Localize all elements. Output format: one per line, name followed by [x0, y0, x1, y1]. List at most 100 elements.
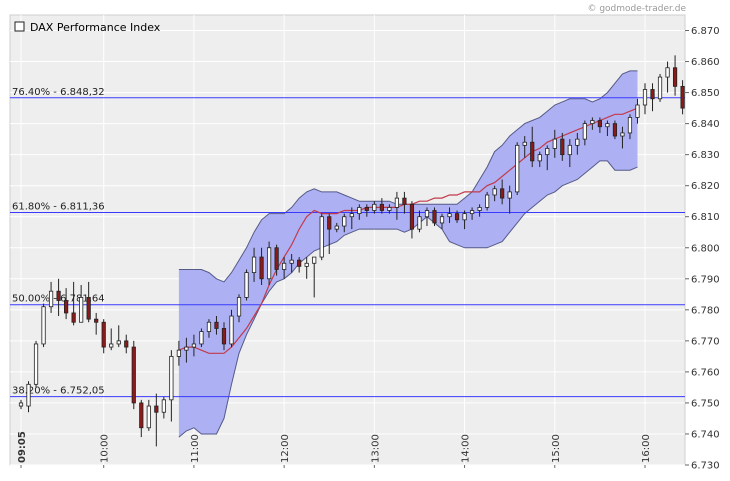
candle [334, 222, 339, 233]
candle-body-up [665, 67, 670, 78]
candle [161, 396, 166, 419]
candle [454, 210, 460, 223]
candle [206, 319, 212, 338]
candle-body-up [394, 197, 400, 208]
candle [665, 61, 670, 93]
candle-body-down [101, 321, 106, 348]
candle [672, 55, 678, 96]
candle-body-up [251, 256, 257, 273]
candle-body-down [409, 203, 415, 230]
candle-body-up [48, 290, 54, 308]
candle [620, 126, 625, 149]
candle-body-up [146, 405, 151, 429]
chart-title: DAX Performance Index [30, 21, 161, 34]
candle [402, 191, 407, 214]
candle [124, 334, 129, 354]
y-tick-label: 6.860 [691, 57, 720, 68]
candle-body-up [244, 272, 249, 298]
candle [575, 132, 580, 155]
candle [184, 337, 189, 363]
candle-body-down [530, 141, 535, 162]
candle [545, 145, 550, 171]
candle-body-up [635, 104, 640, 118]
candle [605, 120, 610, 137]
y-tick-label: 6.820 [691, 181, 720, 192]
candle [379, 198, 384, 214]
candle [597, 117, 602, 133]
candle [642, 83, 648, 115]
candle-body-up [334, 225, 339, 230]
candle-body-down [221, 328, 227, 345]
candle [64, 288, 69, 320]
y-tick-label: 6.770 [691, 336, 720, 347]
y-axis-ticks: 6.730 6.740 6.750 6.760 6.770 6.780 6.790 6.800… [685, 26, 720, 472]
candle [424, 207, 430, 227]
candle-body-up [575, 138, 580, 146]
candle [530, 126, 535, 168]
candle [86, 281, 91, 323]
candle-body-up [477, 207, 482, 211]
candle-body-up [439, 216, 445, 224]
candle [244, 269, 249, 301]
candle [500, 179, 505, 205]
candle-body-up [26, 383, 31, 407]
fib-label: 76.40% - 6.848,32 [12, 87, 105, 98]
candle-body-up [590, 120, 595, 125]
candle-body-up [417, 216, 422, 230]
x-tick-label: 11:00 [190, 434, 201, 463]
candle-body-up [199, 331, 204, 345]
candle-body-down [86, 297, 91, 320]
candle-body-up [33, 343, 39, 385]
candle [417, 210, 422, 233]
candle [169, 350, 174, 422]
candlestick-series [18, 55, 685, 447]
candle [214, 316, 219, 335]
candle [372, 201, 377, 214]
fib-label: 61.80% - 6.811,36 [12, 202, 105, 213]
candle-body-up [515, 144, 520, 193]
candle-body-up [657, 76, 663, 100]
candle [612, 120, 618, 140]
candle-body-down [364, 207, 369, 211]
candle [282, 257, 287, 279]
y-tick-label: 6.760 [691, 367, 720, 378]
candle [26, 381, 31, 413]
candle-body-down [560, 138, 565, 156]
candle [439, 213, 445, 230]
candle [432, 207, 437, 227]
candle-body-up [485, 194, 490, 208]
fib-label: 38.20% - 6.752,05 [12, 386, 105, 397]
candle [79, 285, 84, 323]
candle-body-up [312, 256, 317, 264]
candle [447, 207, 452, 223]
x-tick-label: 16:00 [641, 434, 652, 463]
candle-body-down [327, 216, 332, 230]
candle-body-up [282, 262, 287, 270]
y-tick-label: 6.790 [691, 274, 720, 285]
candle [199, 328, 204, 348]
candle-body-down [274, 247, 279, 270]
candle [312, 256, 317, 298]
y-tick-label: 6.740 [691, 429, 720, 440]
candle-body-up [266, 247, 272, 280]
candle [18, 399, 24, 410]
bollinger-band-area [178, 70, 638, 438]
candle-body-down [139, 402, 144, 429]
candle-body-up [79, 297, 84, 323]
candle-body-down [124, 340, 129, 348]
credit-text: © godmode-trader.de [587, 4, 686, 14]
candle [139, 399, 144, 438]
candle-body-down [680, 85, 685, 109]
candle [259, 247, 264, 285]
candle-body-up [176, 349, 181, 357]
candle-body-up [184, 346, 189, 351]
candle-body-up [169, 355, 174, 401]
candle-body-up [304, 262, 309, 267]
candle [522, 136, 527, 158]
candle-body-up [582, 123, 587, 140]
candle-body-up [462, 213, 467, 221]
candle-body-down [650, 89, 655, 100]
x-tick-label: 14:00 [461, 434, 472, 463]
candle [297, 257, 302, 273]
candle-body-up [41, 306, 46, 345]
